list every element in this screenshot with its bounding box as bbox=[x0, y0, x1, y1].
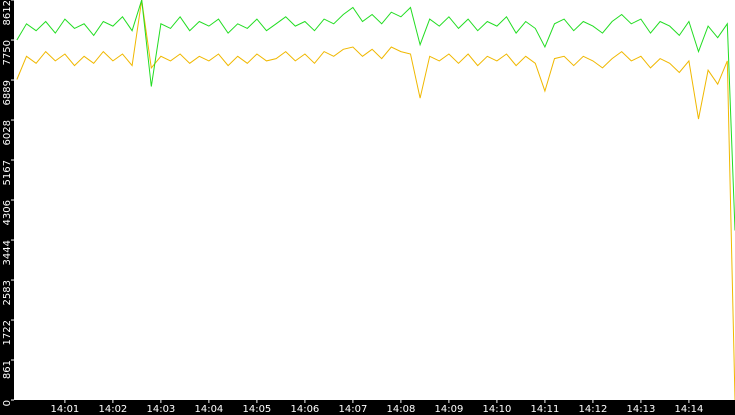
x-tick-label: 14:01 bbox=[50, 404, 79, 415]
y-tick-label: 5167 bbox=[2, 160, 13, 185]
x-tick-label: 14:14 bbox=[675, 404, 704, 415]
y-tick-label: 3444 bbox=[2, 240, 13, 265]
y-tick-label: 7750 bbox=[2, 40, 13, 65]
x-tick-label: 14:08 bbox=[386, 404, 415, 415]
y-tick-label: 2583 bbox=[2, 280, 13, 305]
y-tick-label: 6028 bbox=[2, 120, 13, 145]
x-axis-strip bbox=[0, 400, 735, 415]
x-tick-label: 14:05 bbox=[242, 404, 271, 415]
x-tick-label: 14:12 bbox=[578, 404, 607, 415]
x-tick-label: 14:13 bbox=[627, 404, 656, 415]
y-tick-label: 1722 bbox=[2, 320, 13, 345]
x-tick-label: 14:06 bbox=[290, 404, 319, 415]
x-tick-label: 14:11 bbox=[530, 404, 559, 415]
x-tick-label: 14:02 bbox=[98, 404, 127, 415]
y-tick-label: 861 bbox=[2, 360, 13, 379]
x-tick-label: 14:10 bbox=[482, 404, 511, 415]
x-tick-label: 14:09 bbox=[434, 404, 463, 415]
x-tick-label: 14:07 bbox=[338, 404, 367, 415]
y-tick-label: 4306 bbox=[2, 200, 13, 225]
y-tick-label: 6889 bbox=[2, 80, 13, 105]
y-tick-label: 8612 bbox=[2, 0, 13, 25]
series-line bbox=[16, 0, 735, 401]
y-axis-strip bbox=[0, 0, 14, 415]
y-tick-label: 0 bbox=[2, 400, 13, 406]
x-tick-label: 14:03 bbox=[146, 404, 175, 415]
x-tick-label: 14:04 bbox=[194, 404, 223, 415]
series-line bbox=[16, 0, 735, 231]
